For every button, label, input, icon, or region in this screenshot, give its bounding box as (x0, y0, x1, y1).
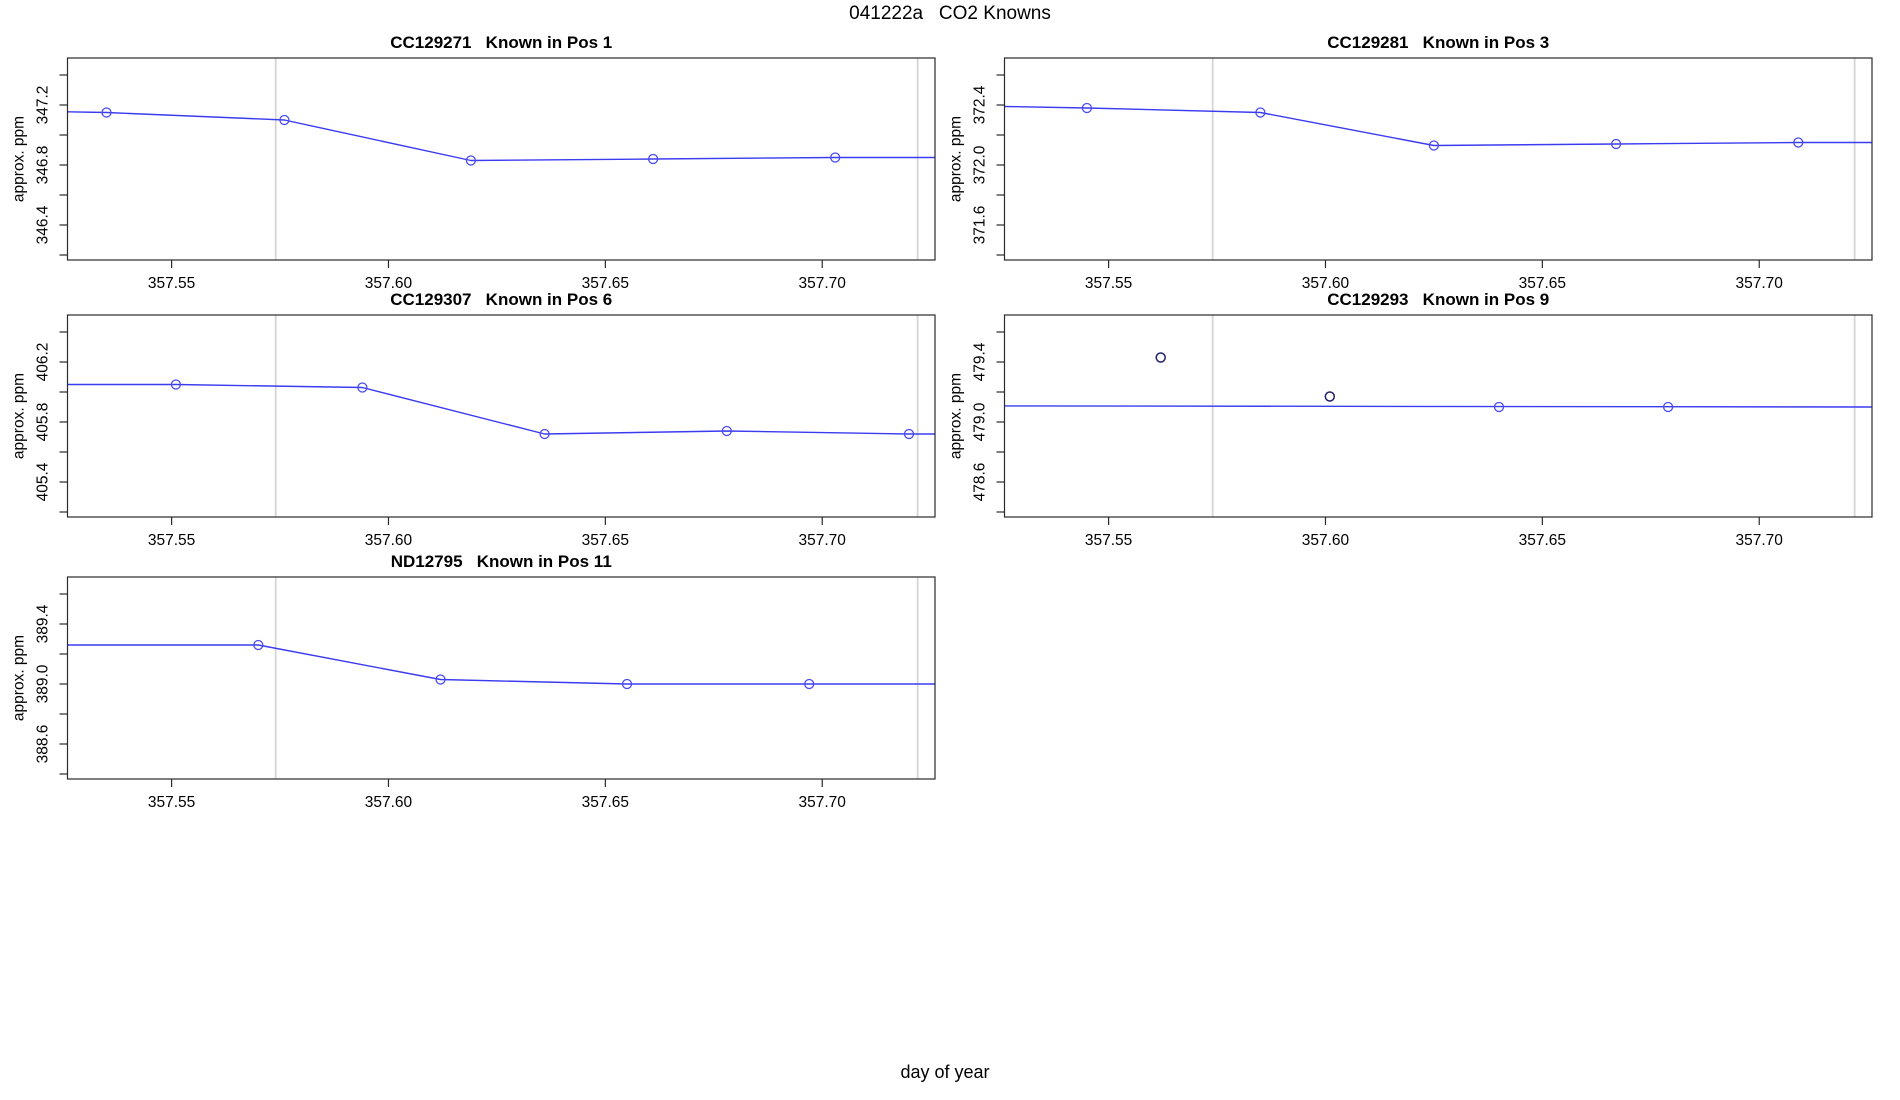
data-line (1004, 405, 1873, 408)
data-point (539, 428, 550, 440)
data-point (253, 639, 264, 651)
plot-box (1003, 314, 1873, 518)
data-point (1610, 138, 1622, 150)
x-tick-label: 357.55 (148, 794, 195, 811)
y-tick-label: 479.4 (972, 342, 989, 381)
y-axis-title: approx. ppm (948, 373, 965, 459)
data-point (1662, 401, 1674, 413)
x-tick-label: 357.70 (1736, 275, 1784, 292)
y-tick-label: 478.6 (972, 463, 989, 502)
panel-title: ND12795 Known in Pos 11 (391, 552, 612, 571)
data-point (279, 114, 290, 126)
x-tick-label: 357.55 (148, 532, 195, 549)
x-tick-label: 357.60 (365, 275, 413, 292)
y-axis-title: approx. ppm (11, 373, 28, 459)
y-tick-label: 405.8 (35, 403, 52, 442)
x-tick-label: 357.60 (1302, 275, 1350, 292)
x-tick-label: 357.65 (1519, 532, 1566, 549)
y-tick-label: 389.4 (35, 604, 52, 643)
data-line (67, 383, 935, 435)
y-tick-label: 389.0 (35, 664, 52, 703)
y-axis-title: approx. ppm (948, 116, 965, 202)
panel-CC129293: 357.55 357.60 357.65 357.70 479.4 479.0 478.6 a… (948, 290, 1873, 549)
panel-ND12795: 357.55 357.60 357.65 357.70 389.4 389.0 388.6 a… (11, 552, 936, 811)
panel-title: CC129293 Known in Pos 9 (1327, 290, 1549, 309)
y-tick-label: 479.0 (972, 402, 989, 441)
panel-title: CC129281 Known in Pos 3 (1327, 33, 1549, 52)
data-point (1793, 137, 1804, 148)
data-point (465, 155, 477, 166)
x-tick-label: 357.65 (1519, 275, 1566, 292)
outlier-point (1324, 391, 1336, 402)
y-tick-label: 405.4 (35, 462, 52, 501)
panel-title: CC129271 Known in Pos 1 (390, 33, 612, 52)
data-line (67, 111, 935, 162)
y-tick-label: 372.0 (972, 145, 989, 184)
data-point (170, 379, 182, 390)
data-point (1428, 140, 1440, 151)
data-point (1493, 401, 1505, 413)
y-axis-title: approx. ppm (11, 635, 28, 721)
panel-title: CC129307 Known in Pos 6 (390, 290, 612, 309)
x-tick-label: 357.55 (1085, 275, 1132, 292)
data-point (830, 152, 841, 163)
data-point (621, 678, 633, 690)
x-axis-label: day of year (900, 1062, 990, 1082)
data-point (903, 428, 915, 440)
y-tick-label: 372.4 (972, 85, 989, 124)
y-tick-label: 388.6 (35, 725, 52, 764)
panel-CC129281: 357.55 357.60 357.65 357.70 372.4 372.0 371.6 a… (948, 33, 1873, 292)
data-point (357, 382, 368, 393)
x-tick-label: 357.60 (365, 794, 413, 811)
figure-title: 041222a CO2 Knowns (849, 3, 1051, 24)
data-point (721, 425, 732, 437)
data-point (435, 674, 446, 685)
y-tick-label: 346.8 (35, 146, 52, 185)
x-tick-label: 357.65 (582, 275, 629, 292)
plot-box (1003, 57, 1873, 261)
data-point (101, 107, 112, 118)
data-line (1004, 105, 1872, 147)
x-tick-label: 357.55 (1085, 532, 1132, 549)
x-tick-label: 357.55 (148, 275, 195, 292)
x-tick-label: 357.70 (1736, 532, 1784, 549)
data-point (1255, 107, 1266, 118)
plot-box (66, 57, 936, 261)
x-tick-label: 357.60 (1302, 532, 1350, 549)
x-tick-label: 357.70 (799, 275, 847, 292)
data-point (647, 153, 659, 165)
panel-CC129271: 357.55 357.60 357.65 357.70 347.2 346.8 346.4 a… (11, 33, 936, 292)
x-tick-label: 357.60 (365, 532, 413, 549)
y-tick-label: 406.2 (35, 343, 52, 382)
y-tick-label: 346.4 (35, 205, 52, 244)
x-tick-label: 357.70 (799, 532, 847, 549)
data-line (67, 644, 935, 685)
data-point (1081, 102, 1093, 114)
plot-box (66, 576, 936, 780)
panel-CC129307: 357.55 357.60 357.65 357.70 406.2 405.8 405.4 a… (11, 290, 936, 549)
y-tick-label: 371.6 (972, 206, 989, 245)
x-tick-label: 357.65 (582, 532, 629, 549)
x-tick-label: 357.70 (799, 794, 847, 811)
y-axis-title: approx. ppm (11, 116, 28, 202)
plot-box (66, 314, 936, 518)
data-point (804, 678, 815, 690)
x-tick-label: 357.65 (582, 794, 629, 811)
outlier-point (1155, 352, 1166, 363)
y-tick-label: 347.2 (35, 86, 52, 125)
